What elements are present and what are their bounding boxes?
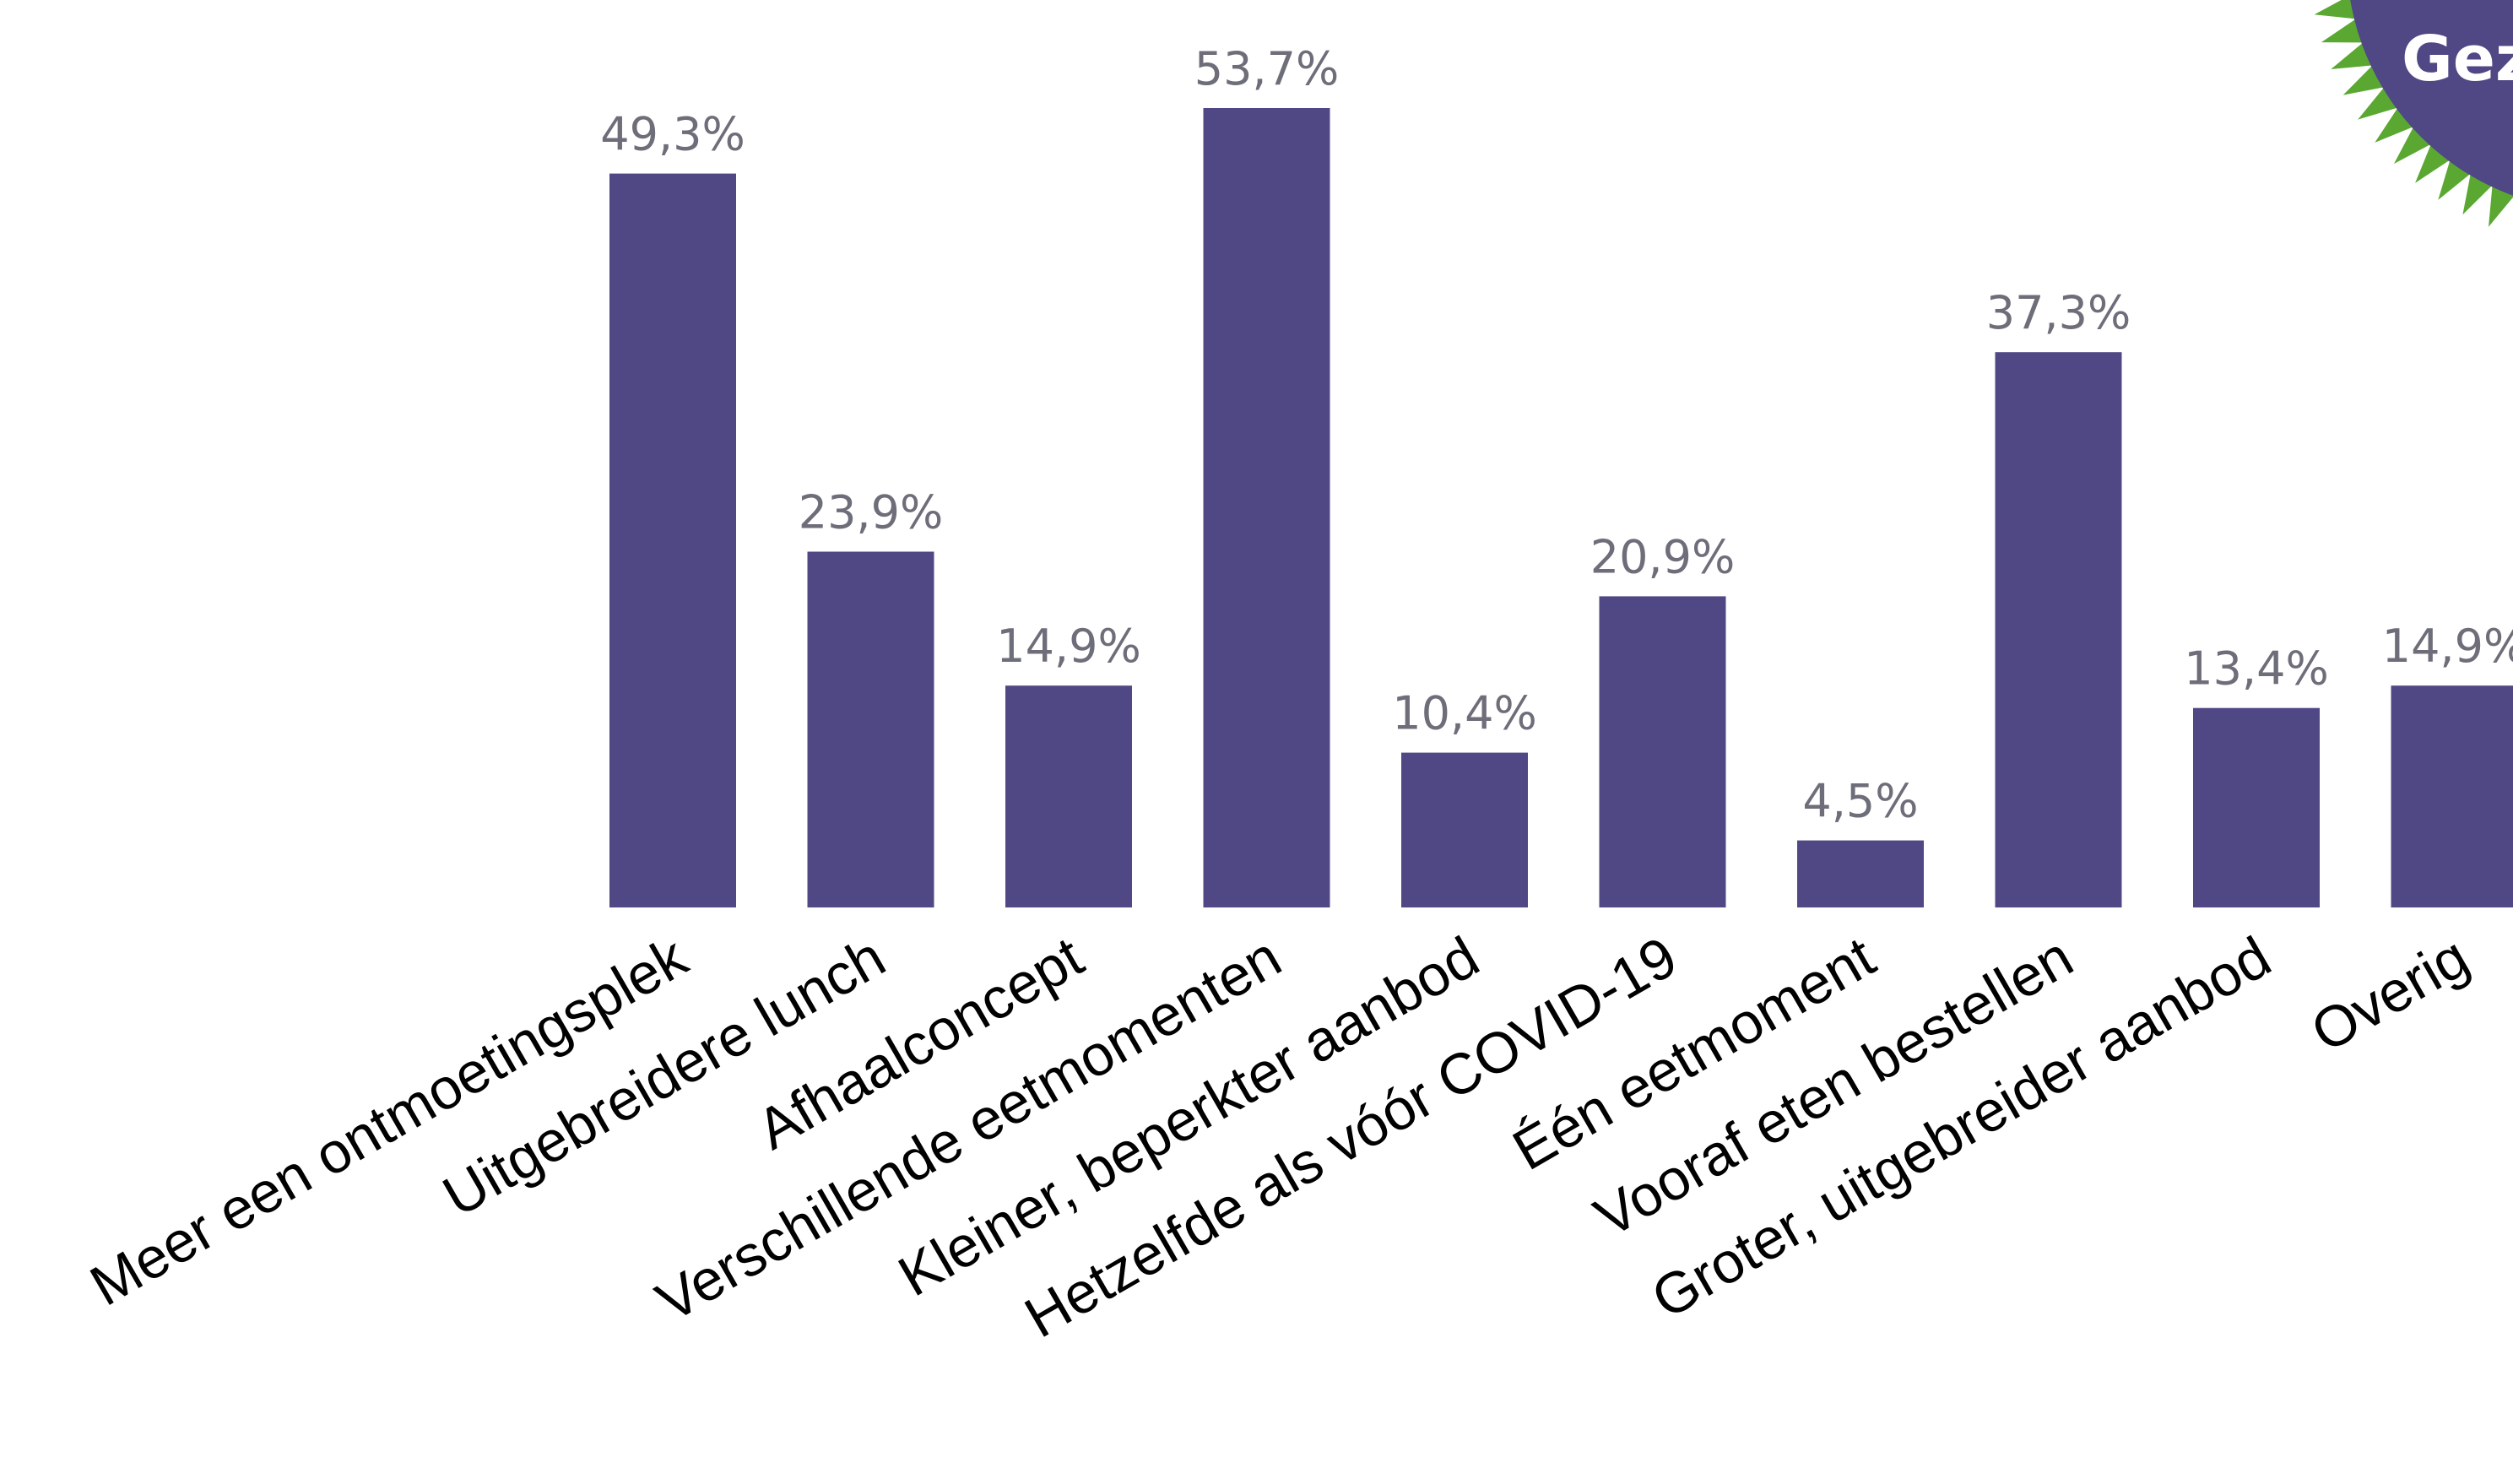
bar: [1599, 596, 1726, 907]
corner-badge: Aan Gez: [2314, 0, 2513, 227]
bar: [2391, 685, 2513, 907]
bar-value-label: 14,9%: [2382, 620, 2513, 673]
bar-value-label: 14,9%: [996, 620, 1141, 673]
bar: [1005, 685, 1132, 907]
bars: [609, 108, 2513, 908]
bar-value-label: 13,4%: [2184, 642, 2329, 696]
bar: [1401, 752, 1528, 907]
bar-value-label: 10,4%: [1392, 687, 1537, 740]
bar: [609, 173, 736, 908]
bar-value-label: 4,5%: [1802, 775, 1918, 828]
bar-value-label: 37,3%: [1986, 286, 2131, 339]
badge-disc: [2350, 0, 2513, 196]
value-labels: 49,3% 23,9% 14,9% 53,7% 10,4% 20,9% 4,5% 37,3% 1…: [600, 42, 2513, 828]
badge-line-2: Gez: [2402, 23, 2513, 95]
bar-value-label: 20,9%: [1590, 530, 1736, 583]
bar: [1203, 108, 1330, 907]
badge-line-1: Aan: [2402, 0, 2513, 11]
bar-value-label: 23,9%: [799, 486, 944, 539]
bar: [1797, 840, 1924, 907]
bar: [807, 551, 934, 907]
category-label: Overig: [2301, 924, 2479, 1064]
bar: [2193, 707, 2320, 907]
bar-value-label: 49,3%: [600, 108, 745, 161]
bar: [1995, 352, 2122, 907]
bar-value-label: 53,7%: [1194, 42, 1340, 95]
